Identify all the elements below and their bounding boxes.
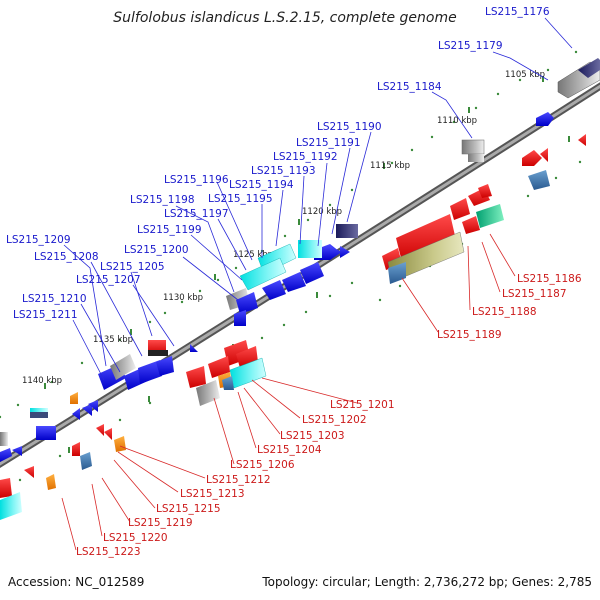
tick-track-upper — [0, 50, 578, 419]
kbp-label: 1140 kbp — [22, 376, 62, 386]
gene-label[interactable]: LS215_1198 — [130, 194, 195, 206]
gene-label[interactable]: LS215_1219 — [128, 517, 193, 529]
gene-label[interactable]: LS215_1212 — [206, 474, 271, 486]
gene-label[interactable]: LS215_1197 — [164, 208, 229, 220]
gene-label[interactable]: LS215_1206 — [230, 459, 295, 471]
kbp-label: 1130 kbp — [163, 293, 203, 303]
gene-label[interactable]: LS215_1193 — [251, 165, 316, 177]
gene-label[interactable]: LS215_1208 — [34, 251, 99, 263]
kbp-label: 1115 kbp — [370, 161, 410, 171]
kbp-label: 1110 kbp — [437, 116, 477, 126]
gene-labels-lower: LS215_1186 LS215_1187 LS215_1188 LS215_1… — [76, 273, 582, 558]
kbp-label: 1125 kbp — [233, 250, 273, 260]
kbp-label: 1135 kbp — [93, 335, 133, 345]
gene-label[interactable]: LS215_1215 — [156, 503, 221, 515]
gene-label[interactable]: LS215_1188 — [472, 306, 537, 318]
gene-label[interactable]: LS215_1202 — [302, 414, 367, 426]
gene-label[interactable]: LS215_1204 — [257, 444, 322, 456]
leader-lines-upper — [63, 17, 573, 381]
gene-label[interactable]: LS215_1203 — [280, 430, 345, 442]
gene-label[interactable]: LS215_1205 — [100, 261, 165, 273]
upper-strand-features — [0, 58, 600, 462]
gene-label[interactable]: LS215_1207 — [76, 274, 141, 286]
gene-label[interactable]: LS215_1201 — [330, 399, 395, 411]
accession-text: Accession: NC_012589 — [8, 575, 144, 589]
gene-label[interactable]: LS215_1210 — [22, 293, 87, 305]
gene-label[interactable]: LS215_1179 — [438, 40, 503, 52]
gene-label[interactable]: LS215_1192 — [273, 151, 338, 163]
gene-label[interactable]: LS215_1199 — [137, 224, 202, 236]
gene-label[interactable]: LS215_1209 — [6, 234, 71, 246]
gene-label[interactable]: LS215_1184 — [377, 81, 442, 93]
kbp-label: 1105 kbp — [505, 70, 545, 80]
gene-label[interactable]: LS215_1189 — [437, 329, 502, 341]
gene-label[interactable]: LS215_1220 — [103, 532, 168, 544]
lower-strand-features — [0, 134, 586, 520]
gene-label[interactable]: LS215_1213 — [180, 488, 245, 500]
gene-label[interactable]: LS215_1190 — [317, 121, 382, 133]
leader-lines-lower — [61, 233, 516, 551]
gene-label[interactable]: LS215_1195 — [208, 193, 273, 205]
map-title: Sulfolobus islandicus L.S.2.15, complete… — [113, 10, 456, 26]
gene-label[interactable]: LS215_1191 — [296, 137, 361, 149]
gene-label[interactable]: LS215_1186 — [517, 273, 582, 285]
gene-labels-upper: LS215_1176 LS215_1179 LS215_1184 LS215_1… — [6, 6, 550, 321]
genome-info-text: Topology: circular; Length: 2,736,272 bp… — [261, 575, 592, 589]
gene-label[interactable]: LS215_1187 — [502, 288, 567, 300]
gene-label[interactable]: LS215_1223 — [76, 546, 141, 558]
gene-label[interactable]: LS215_1194 — [229, 179, 294, 191]
gene-label[interactable]: LS215_1211 — [13, 309, 78, 321]
gene-label[interactable]: LS215_1200 — [124, 244, 189, 256]
gene-label[interactable]: LS215_1176 — [485, 6, 550, 18]
gene-label[interactable]: LS215_1196 — [164, 174, 229, 186]
